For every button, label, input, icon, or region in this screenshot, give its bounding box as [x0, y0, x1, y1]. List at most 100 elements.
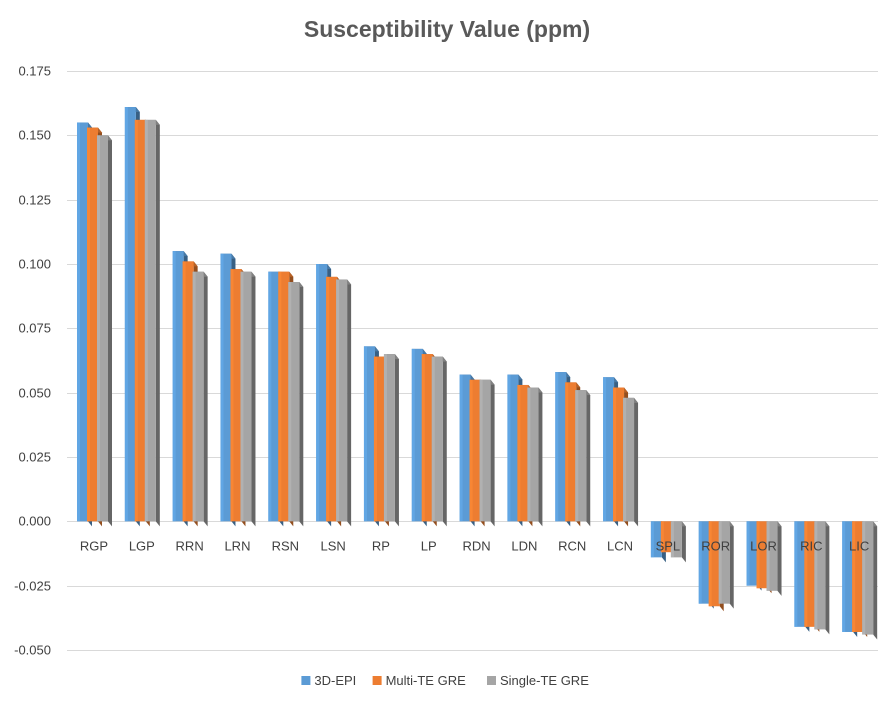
- bar-highlight: [459, 374, 463, 522]
- bar-highlight: [421, 354, 425, 522]
- bar-side: [873, 521, 878, 640]
- bar-side: [108, 135, 112, 527]
- bar-highlight: [278, 271, 282, 522]
- bar-highlight: [383, 354, 387, 522]
- bar-front: [746, 521, 758, 586]
- bar-front: [756, 521, 768, 589]
- bar-side: [442, 356, 447, 527]
- bar-highlight: [708, 521, 712, 607]
- bar-highlight: [288, 282, 292, 522]
- category-label: LCN: [607, 538, 633, 553]
- bar-side: [490, 379, 495, 527]
- bar-front: [77, 122, 88, 522]
- bar-highlight: [575, 390, 579, 522]
- bar-front: [336, 279, 348, 522]
- bar-highlight: [698, 521, 702, 604]
- bar-front: [278, 271, 290, 522]
- bar-highlight: [172, 251, 176, 522]
- legend-item: Multi-TE GRE: [372, 673, 467, 688]
- bar-highlight: [373, 356, 377, 522]
- bar: [97, 135, 112, 527]
- bar-side: [347, 279, 352, 527]
- bar: [240, 271, 256, 527]
- bar-highlight: [316, 264, 320, 522]
- bar-front: [431, 356, 443, 522]
- category-label: RGP: [80, 538, 108, 553]
- bar-front: [240, 271, 252, 522]
- bar-highlight: [794, 521, 798, 627]
- bar-highlight: [192, 271, 196, 522]
- bar-highlight: [431, 356, 435, 522]
- bar-front: [182, 261, 194, 522]
- category-label: LIC: [849, 538, 869, 553]
- bar-front: [87, 127, 98, 522]
- bar: [144, 119, 160, 527]
- y-axis-ticks: 0.175 0.150 0.125 0.100 0.075 0.050 0.025 0.000…: [14, 64, 51, 658]
- bar-highlight: [77, 122, 80, 522]
- bar-highlight: [718, 521, 722, 604]
- y-tick-label: 0.000: [18, 514, 51, 529]
- bar-front: [814, 521, 826, 630]
- bar-front: [230, 269, 242, 522]
- y-tick-label: -0.050: [14, 643, 51, 658]
- bar-highlight: [517, 384, 521, 522]
- bar-side: [825, 521, 830, 635]
- bar-highlight: [804, 521, 808, 627]
- bar-front: [718, 521, 730, 604]
- category-label: LP: [421, 538, 437, 553]
- bar-front: [670, 521, 682, 558]
- legend-label: Single-TE GRE: [500, 673, 589, 688]
- bar-highlight: [862, 521, 866, 635]
- category-label: LOR: [750, 538, 777, 553]
- y-tick-label: 0.050: [18, 386, 51, 401]
- bar-side: [634, 397, 639, 527]
- bar-front: [623, 397, 635, 522]
- category-label: LDN: [511, 538, 537, 553]
- legend-label: Multi-TE GRE: [386, 673, 467, 688]
- bar-front: [842, 521, 854, 632]
- y-tick-label: 0.175: [18, 64, 51, 79]
- bar-highlight: [650, 521, 654, 558]
- bar-front: [517, 384, 529, 522]
- bar-highlight: [670, 521, 674, 558]
- bar-highlight: [746, 521, 750, 586]
- bar-highlight: [469, 379, 473, 522]
- category-label: RCN: [558, 538, 586, 553]
- bar: [479, 379, 495, 527]
- bar: [862, 521, 878, 640]
- bar-highlight: [220, 253, 224, 522]
- bar: [670, 521, 686, 563]
- bar-front: [575, 390, 587, 522]
- bar-highlight: [336, 279, 340, 522]
- y-tick-label: 0.075: [18, 321, 51, 336]
- category-label: RSN: [272, 538, 299, 553]
- bar-front: [650, 521, 662, 558]
- bar: [288, 282, 304, 527]
- category-label: RDN: [463, 538, 491, 553]
- bar-side: [586, 390, 591, 527]
- bar-highlight: [660, 521, 664, 553]
- bar-front: [192, 271, 204, 522]
- bar-front: [459, 374, 471, 522]
- legend-swatch: [372, 676, 382, 685]
- bar-highlight: [842, 521, 846, 632]
- category-label: RRN: [176, 538, 204, 553]
- bar-highlight: [182, 261, 186, 522]
- bar-highlight: [97, 135, 100, 522]
- bar: [383, 354, 399, 527]
- legend-item: 3D-EPI: [301, 673, 356, 688]
- bar-highlight: [756, 521, 760, 589]
- bar-highlight: [555, 372, 559, 522]
- legend-swatch: [487, 676, 496, 685]
- category-label: SPL: [656, 538, 681, 553]
- bar-highlight: [613, 387, 617, 522]
- y-tick-label: 0.150: [18, 128, 51, 143]
- chart-title: Susceptibility Value (ppm): [304, 16, 590, 42]
- bar-front: [144, 119, 156, 522]
- bar-highlight: [766, 521, 770, 591]
- bar-front: [373, 356, 385, 522]
- bar: [527, 387, 543, 527]
- category-label: LGP: [129, 538, 155, 553]
